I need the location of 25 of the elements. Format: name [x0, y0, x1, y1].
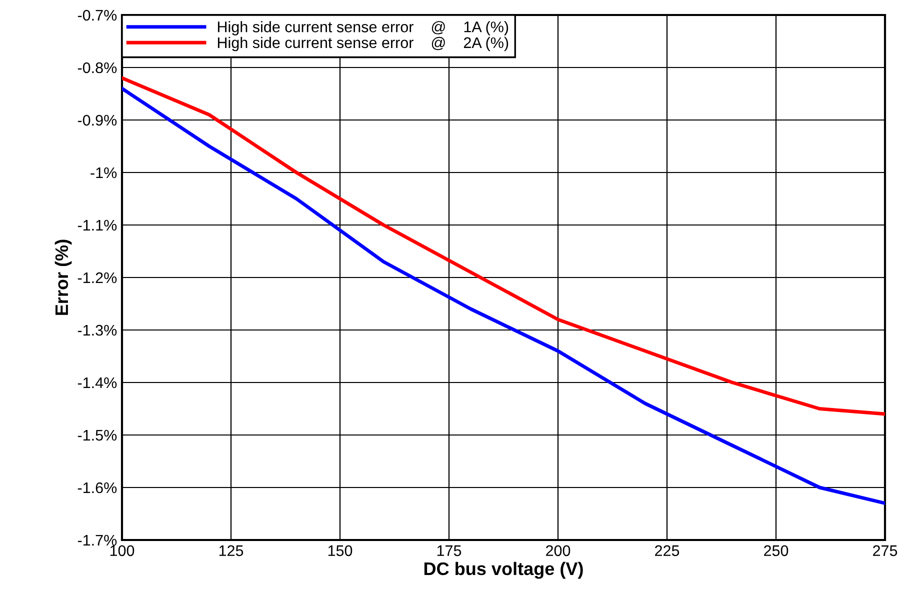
x-tick-label: 175 — [437, 545, 462, 556]
y-tick-label: -0.9% — [78, 114, 117, 126]
y-tick-label: -1.4% — [78, 377, 117, 388]
legend-label: High side current sense error @ 1A (%) — [218, 21, 508, 36]
line-series — [122, 86, 885, 505]
x-tick-label: 225 — [655, 545, 680, 556]
y-tick-label: -1.3% — [78, 324, 117, 336]
line-series — [122, 76, 885, 416]
x-tick-label: 250 — [764, 545, 788, 556]
legend-label: High side current sense error @ 2A (%) — [218, 36, 508, 52]
y-tick-label: -0.8% — [78, 62, 117, 74]
y-axis-title: Error (%) — [54, 240, 72, 315]
y-tick-label: -1.7% — [78, 534, 117, 546]
y-tick-label: -0.7% — [78, 10, 117, 21]
x-tick-label: 275 — [873, 545, 898, 556]
y-tick-label: -1% — [90, 167, 117, 178]
y-tick-label: -1.5% — [78, 430, 117, 441]
x-tick-label: 100 — [110, 545, 134, 556]
x-axis-title: DC bus voltage (V) — [424, 562, 583, 579]
x-tick-label: 150 — [328, 545, 352, 556]
y-tick-label: -1.2% — [78, 272, 117, 284]
x-tick-label: 125 — [219, 545, 244, 556]
x-tick-label: 200 — [546, 545, 570, 556]
y-tick-label: -1.6% — [78, 482, 117, 494]
y-tick-label: -1.1% — [78, 220, 117, 231]
